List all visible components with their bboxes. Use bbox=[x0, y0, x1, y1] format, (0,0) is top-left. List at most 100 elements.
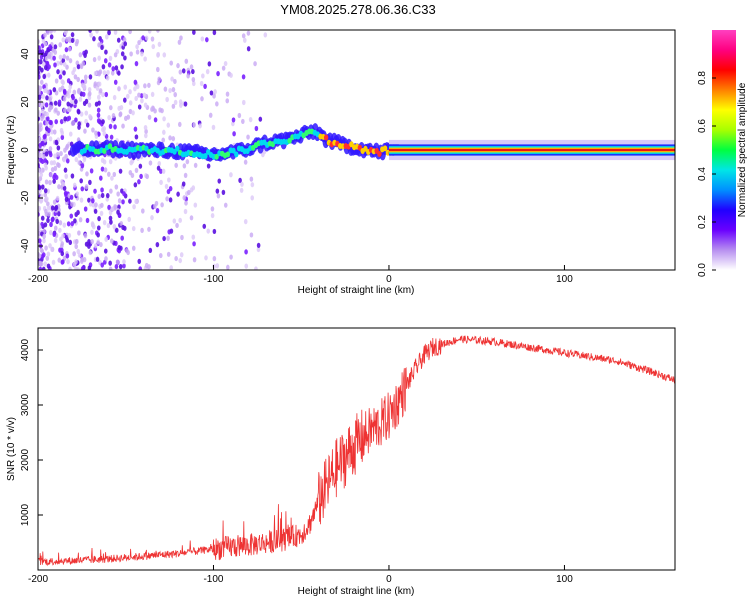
noise-speckle bbox=[115, 259, 120, 265]
noise-speckle bbox=[108, 123, 113, 129]
noise-speckle bbox=[168, 197, 173, 203]
spectrogram-y-tick-label: 40 bbox=[20, 48, 31, 60]
noise-speckle bbox=[154, 200, 159, 207]
noise-speckle bbox=[40, 115, 44, 122]
spectrogram-x-tick-label: -100 bbox=[203, 274, 223, 285]
noise-speckle bbox=[68, 84, 73, 90]
noise-speckle bbox=[174, 162, 178, 168]
noise-speckle bbox=[44, 179, 49, 185]
noise-speckle bbox=[208, 112, 213, 118]
noise-speckle bbox=[68, 239, 73, 246]
noise-speckle bbox=[76, 267, 81, 270]
noise-speckle bbox=[43, 41, 48, 47]
noise-speckle bbox=[239, 187, 244, 193]
noise-speckle bbox=[53, 172, 57, 178]
noise-speckle bbox=[58, 247, 62, 253]
noise-speckle bbox=[113, 204, 118, 210]
noise-speckle bbox=[93, 208, 98, 214]
noise-speckle bbox=[79, 63, 84, 70]
noise-speckle bbox=[116, 37, 121, 43]
noise-speckle bbox=[121, 224, 125, 230]
noise-speckle bbox=[157, 161, 162, 167]
noise-speckle bbox=[81, 91, 86, 97]
noise-speckle bbox=[183, 101, 188, 107]
noise-speckle bbox=[47, 211, 51, 217]
noise-speckle bbox=[144, 133, 148, 139]
noise-speckle bbox=[192, 257, 197, 263]
noise-speckle bbox=[94, 130, 98, 136]
noise-speckle bbox=[93, 188, 97, 194]
noise-speckle bbox=[157, 76, 161, 82]
noise-speckle bbox=[204, 255, 208, 261]
noise-speckle bbox=[198, 123, 202, 129]
noise-speckle bbox=[63, 190, 68, 196]
noise-speckle bbox=[89, 32, 93, 38]
noise-speckle bbox=[191, 80, 196, 87]
noise-speckle bbox=[63, 147, 67, 153]
noise-speckle bbox=[63, 167, 68, 173]
noise-speckle bbox=[249, 176, 254, 182]
noise-speckle bbox=[215, 188, 220, 194]
noise-speckle bbox=[38, 122, 43, 128]
noise-speckle bbox=[167, 177, 171, 183]
noise-speckle bbox=[128, 89, 132, 95]
noise-speckle bbox=[74, 238, 79, 245]
noise-speckle bbox=[84, 98, 89, 105]
noise-speckle bbox=[156, 165, 161, 171]
noise-speckle bbox=[95, 30, 99, 34]
noise-speckle bbox=[246, 134, 250, 140]
noise-speckle bbox=[104, 34, 109, 40]
noise-speckle bbox=[45, 255, 50, 261]
noise-speckle bbox=[150, 215, 154, 221]
noise-speckle bbox=[205, 37, 209, 43]
noise-speckle bbox=[83, 74, 88, 80]
snr-plot-area bbox=[38, 328, 675, 570]
noise-speckle bbox=[184, 200, 188, 206]
noise-speckle bbox=[155, 242, 160, 248]
noise-speckle bbox=[119, 104, 124, 111]
noise-speckle bbox=[47, 53, 52, 60]
spectrogram-y-axis: -40 -20 0 20 40 bbox=[20, 48, 43, 253]
noise-speckle bbox=[48, 104, 53, 110]
noise-speckle bbox=[122, 263, 126, 269]
noise-speckle bbox=[88, 179, 92, 185]
noise-speckle bbox=[153, 117, 158, 123]
noise-speckle bbox=[56, 110, 61, 116]
noise-speckle bbox=[134, 134, 139, 140]
noise-speckle bbox=[84, 49, 88, 55]
noise-speckle bbox=[53, 237, 58, 244]
noise-speckle bbox=[160, 108, 164, 114]
noise-speckle bbox=[168, 135, 172, 141]
noise-speckle bbox=[117, 244, 122, 251]
noise-speckle bbox=[57, 99, 62, 105]
noise-speckle bbox=[161, 168, 166, 174]
noise-speckle bbox=[61, 181, 66, 187]
ridge-peak bbox=[234, 151, 239, 158]
noise-speckle bbox=[123, 84, 128, 90]
spectrogram-y-tick-label: 0 bbox=[20, 147, 31, 153]
noise-speckle bbox=[76, 109, 81, 115]
noise-speckle bbox=[77, 152, 82, 159]
noise-speckle bbox=[110, 70, 115, 76]
noise-speckle bbox=[140, 51, 144, 57]
noise-speckle bbox=[166, 122, 171, 128]
noise-speckle bbox=[93, 70, 98, 77]
noise-speckle bbox=[118, 168, 123, 174]
noise-speckle bbox=[59, 243, 64, 249]
noise-speckle bbox=[50, 217, 55, 223]
spectrogram-x-tick-label: 0 bbox=[386, 274, 392, 285]
snr-frame bbox=[37, 327, 676, 571]
noise-speckle bbox=[88, 74, 93, 80]
noise-speckle bbox=[57, 257, 62, 263]
spectrogram-x-axis: -200 -100 0 100 bbox=[28, 265, 573, 285]
noise-speckle bbox=[38, 142, 43, 148]
noise-speckle bbox=[60, 134, 65, 141]
band-fringe-bottom bbox=[388, 155, 675, 161]
noise-speckle bbox=[80, 266, 85, 270]
snr-y-tick-label: 3000 bbox=[20, 393, 31, 416]
noise-speckle bbox=[63, 107, 67, 113]
noise-speckle bbox=[215, 101, 219, 107]
noise-speckle bbox=[225, 98, 230, 104]
noise-speckle bbox=[179, 35, 183, 41]
noise-speckle bbox=[116, 209, 120, 215]
